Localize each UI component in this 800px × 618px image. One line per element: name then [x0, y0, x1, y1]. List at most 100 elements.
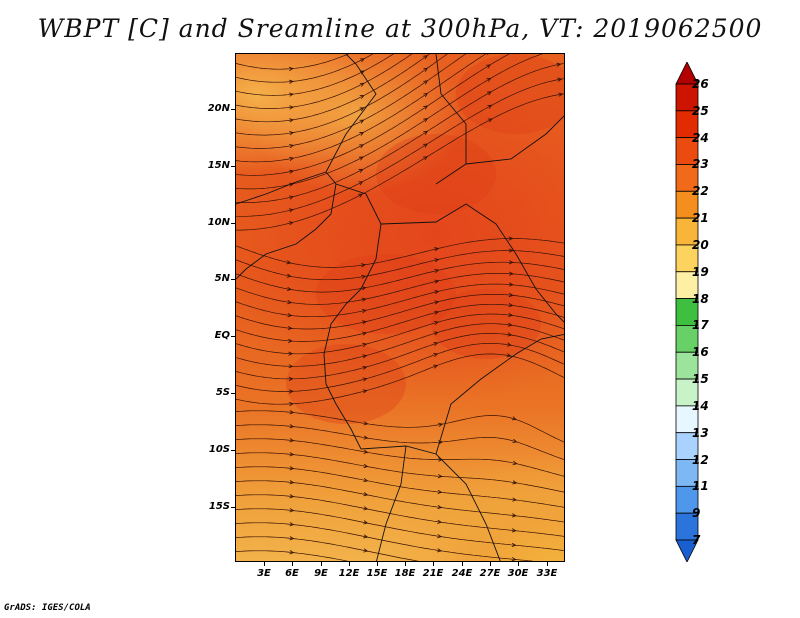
streamline-arrow	[287, 313, 293, 318]
streamline-arrow	[289, 92, 294, 97]
lat-tick	[231, 166, 235, 167]
lon-label: 24E	[451, 568, 473, 579]
streamline-arrow	[423, 130, 429, 135]
country-border	[236, 171, 337, 280]
colorbar-label: 9	[692, 506, 701, 521]
lon-tick	[547, 562, 548, 566]
streamline-arrow	[288, 79, 294, 84]
streamline-arrow	[287, 300, 293, 305]
streamline-arrow	[289, 131, 295, 136]
streamline-arrow	[289, 536, 295, 541]
streamline-arrow	[363, 506, 369, 511]
streamline-arrow	[289, 466, 295, 471]
streamline-arrow	[289, 424, 295, 429]
streamline-arrow	[487, 118, 493, 123]
streamline-arrow	[487, 54, 489, 56]
lon-tick	[349, 562, 350, 566]
streamline-arrow	[434, 290, 440, 295]
footer-credit: GrADS: IGES/COLA	[4, 603, 91, 613]
streamline-arrow	[556, 62, 562, 67]
streamline-arrow	[423, 67, 429, 72]
streamline-arrow	[289, 156, 295, 161]
streamline-arrow	[512, 480, 518, 485]
streamline-arrow	[362, 365, 368, 370]
streamline-arrow	[433, 331, 439, 336]
streamline-arrow	[434, 300, 440, 305]
streamline-arrow	[286, 286, 292, 292]
streamline-arrow	[289, 195, 294, 200]
lon-label: 15E	[366, 568, 388, 579]
streamline-arrow	[363, 449, 369, 454]
streamline-arrow	[506, 353, 512, 358]
streamline	[236, 54, 350, 70]
streamline-arrow	[359, 119, 365, 124]
lon-tick	[405, 562, 406, 566]
streamline-arrow	[508, 248, 514, 253]
streamline-arrow	[363, 421, 369, 426]
colorbar-label: 26	[692, 77, 709, 91]
streamline-arrow	[507, 332, 513, 337]
streamline-arrow	[423, 118, 429, 123]
streamline-arrow	[359, 58, 365, 63]
streamline-arrow	[288, 376, 294, 382]
lon-label: 27E	[479, 568, 501, 579]
streamline-arrow	[362, 389, 368, 394]
streamline-arrow	[289, 494, 295, 499]
streamline	[236, 54, 467, 149]
streamline-arrow	[433, 353, 439, 358]
lon-tick	[292, 562, 293, 566]
lon-label: 30E	[507, 568, 529, 579]
streamline-arrow	[434, 258, 440, 263]
streamline-arrow	[361, 263, 366, 268]
streamline	[236, 466, 564, 508]
map-plot-area	[235, 53, 565, 562]
streamline-arrow	[288, 338, 293, 344]
streamline-arrow	[289, 438, 295, 443]
streamline	[236, 283, 564, 318]
streamline	[236, 353, 564, 405]
streamline	[236, 438, 564, 477]
streamline-arrow	[437, 534, 442, 539]
streamline-arrow	[289, 401, 294, 407]
streamline-arrow	[289, 410, 295, 415]
streamline-arrow	[558, 92, 564, 97]
colorbar-label: 14	[692, 398, 709, 413]
streamline-arrow	[486, 64, 491, 69]
warm-core-patch	[376, 134, 496, 214]
streamline-arrow	[512, 460, 518, 466]
lon-tick	[490, 562, 491, 566]
lat-label: 5S	[215, 387, 230, 398]
lon-label: 12E	[338, 568, 360, 579]
streamline-arrow	[423, 55, 428, 60]
streamline-arrow	[363, 520, 369, 525]
streamline-arrow	[288, 364, 294, 369]
colorbar-label: 22	[692, 184, 709, 199]
colorbar-label: 11	[692, 479, 709, 494]
colorbar-label: 19	[692, 264, 709, 279]
streamline-arrow	[486, 77, 492, 82]
streamline-arrow	[289, 105, 294, 110]
streamline-arrow	[363, 435, 369, 440]
streamline-arrow	[362, 331, 368, 336]
streamline	[236, 54, 394, 96]
colorbar-label: 13	[692, 425, 709, 440]
streamline-arrow	[359, 107, 365, 112]
streamline	[236, 536, 420, 561]
streamline-arrow	[434, 268, 440, 274]
warm-core-patch	[456, 54, 564, 134]
streamline-arrow	[362, 342, 368, 347]
streamline-arrow	[511, 542, 517, 547]
streamline-arrow	[363, 534, 369, 539]
streamline-arrow	[512, 438, 518, 443]
colorbar-label: 25	[692, 103, 709, 118]
streamline	[236, 303, 564, 342]
streamline-arrow	[363, 463, 369, 469]
streamline-arrow	[289, 508, 295, 513]
lat-label: 15S	[208, 501, 230, 512]
streamline-arrow	[433, 320, 439, 326]
streamline	[236, 452, 564, 493]
colorbar-label: 18	[692, 291, 709, 306]
streamline-arrow	[506, 342, 512, 347]
streamline-arrow	[511, 557, 517, 561]
streamline-arrow	[423, 143, 428, 148]
